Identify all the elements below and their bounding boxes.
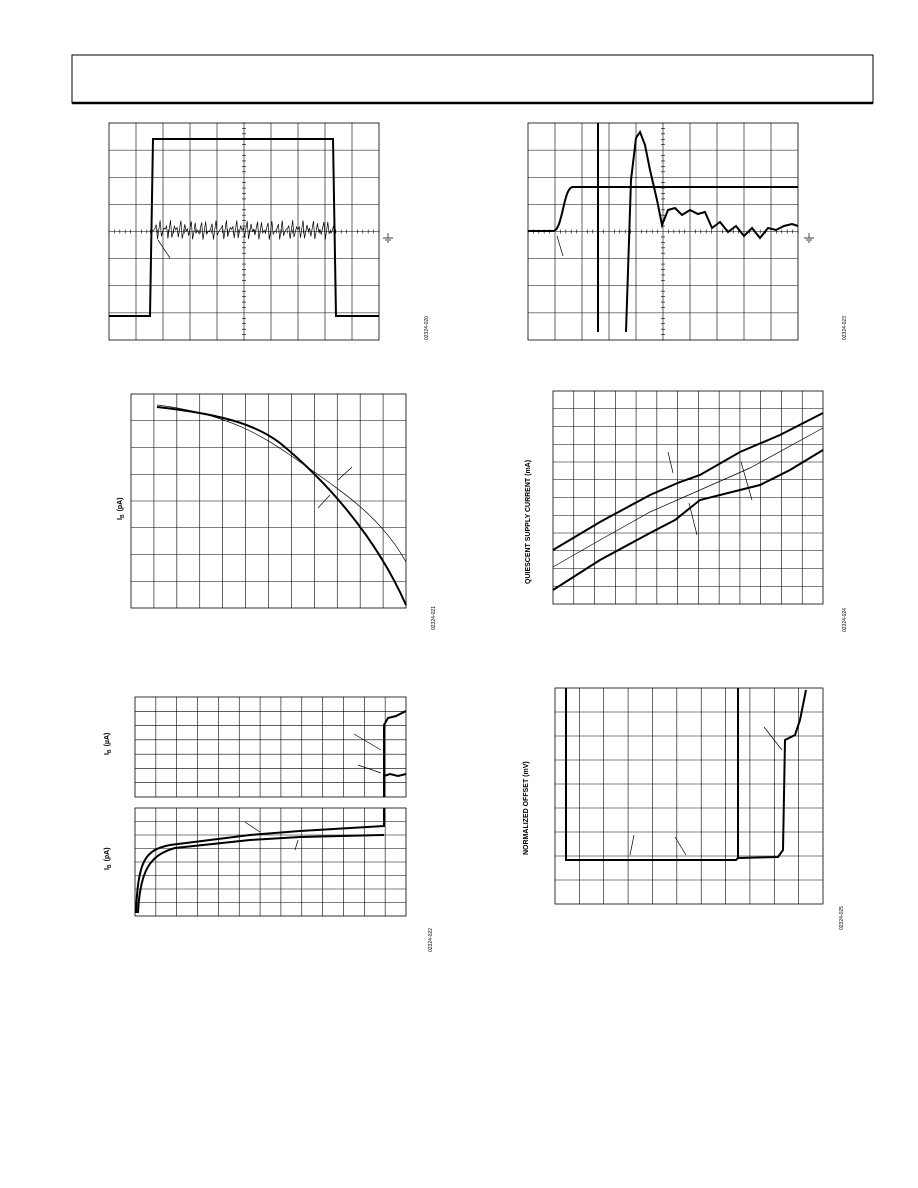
curve-thin (156, 404, 407, 563)
curve-a (565, 688, 739, 861)
arrow (556, 235, 564, 257)
curve-high (552, 412, 824, 551)
y-axis-label: QUIESCENT SUPPLY CURRENT (mA) (525, 460, 532, 584)
grid-lines (135, 808, 406, 916)
curve-top-a (383, 710, 407, 797)
grid-lines (135, 697, 406, 797)
y-axis-label: IB (pA) (117, 497, 126, 520)
label-symbol: I (104, 868, 111, 870)
arrows (667, 451, 753, 536)
grid-lines (553, 391, 823, 604)
grids (108, 122, 824, 917)
curve-low (552, 449, 824, 591)
plot-frame (554, 687, 824, 905)
step-trace (528, 186, 798, 232)
label-symbol: I (117, 518, 124, 520)
arrows (629, 726, 783, 856)
grid-lines (131, 394, 406, 608)
y-axis-label: NORMALIZED OFFSET (mV) (523, 761, 530, 855)
ground-symbol (804, 233, 814, 243)
curve-mid (552, 427, 824, 568)
figure-id: 02324-020 (424, 316, 430, 340)
figure-id: 02324-025 (839, 906, 845, 930)
curve-b (737, 689, 807, 859)
y-axis-label: IB (pA) (104, 847, 113, 870)
label-subscript: B (107, 749, 113, 753)
figure-id: 02324-023 (842, 316, 848, 340)
arrows (317, 466, 353, 509)
arrows (244, 733, 382, 851)
curve-thick (156, 406, 407, 606)
y-axis-label: IB (µA) (104, 733, 113, 755)
plot-frame (134, 696, 407, 798)
curve-bottom-a (135, 808, 385, 914)
figure-id: 02324-022 (428, 928, 434, 952)
settling-trace (597, 123, 799, 333)
label-unit: (pA) (117, 497, 124, 511)
label-unit: (pA) (104, 847, 111, 861)
noise-trace (149, 220, 335, 240)
label-subscript: B (120, 514, 126, 518)
grid-lines (555, 688, 823, 904)
figure-id: 02324-024 (842, 608, 848, 632)
label-symbol: I (104, 753, 111, 755)
curve-bottom-b (137, 834, 385, 914)
figure-id: 02324-021 (431, 606, 437, 630)
arrow (157, 239, 171, 259)
ground-symbol (383, 233, 393, 243)
curve-top-b (383, 772, 407, 797)
pulse-trace (109, 138, 379, 317)
label-subscript: B (107, 864, 113, 868)
label-unit: (µA) (104, 733, 111, 747)
